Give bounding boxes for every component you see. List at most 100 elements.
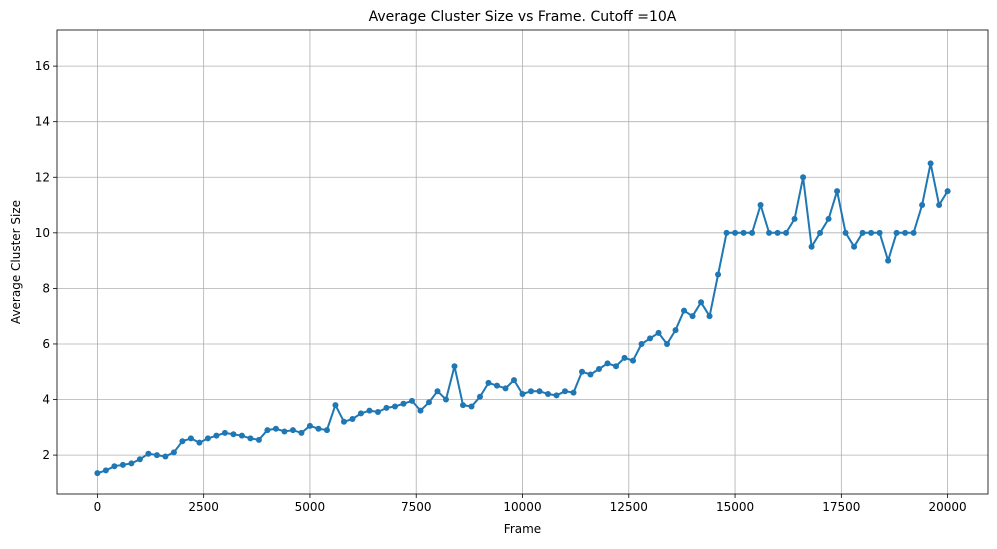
data-point (655, 329, 662, 336)
data-point (545, 390, 552, 397)
data-point (247, 435, 254, 442)
chart-title: Average Cluster Size vs Frame. Cutoff =1… (369, 9, 677, 25)
data-point (579, 368, 586, 375)
x-tick-label: 20000 (929, 500, 967, 514)
data-point (332, 402, 339, 409)
data-point (766, 229, 773, 236)
data-point (834, 188, 841, 195)
y-tick-label: 10 (35, 226, 50, 240)
data-point (587, 371, 594, 378)
data-point (604, 360, 611, 367)
data-point (570, 389, 577, 396)
data-point (919, 202, 926, 209)
data-point (230, 431, 237, 438)
data-point (783, 229, 790, 236)
data-point (664, 340, 671, 347)
data-point (357, 410, 364, 417)
y-tick-label: 12 (35, 170, 50, 184)
data-point (528, 388, 535, 395)
data-point (800, 174, 807, 181)
data-point (221, 429, 228, 436)
data-point (647, 335, 654, 342)
data-point (213, 432, 220, 439)
y-tick-label: 16 (35, 59, 50, 73)
data-point (553, 392, 560, 399)
data-point (425, 399, 432, 406)
data-point (817, 229, 824, 236)
data-point (936, 202, 943, 209)
data-point (451, 363, 458, 370)
data-point (289, 427, 296, 434)
data-point (808, 243, 815, 250)
data-point (264, 427, 271, 434)
data-point (281, 428, 288, 435)
data-point (196, 439, 203, 446)
data-point (468, 403, 475, 410)
data-point (374, 409, 381, 416)
ticks: 0 2500 5000 7500 10000 12500 15000 17500 20000 2 4… (35, 59, 967, 514)
data-point (502, 385, 509, 392)
data-point (851, 243, 858, 250)
data-point (272, 425, 279, 432)
data-point (868, 229, 875, 236)
data-point (519, 390, 526, 397)
data-point (170, 449, 177, 456)
data-point (885, 257, 892, 264)
data-point (621, 354, 628, 361)
data-point (255, 436, 262, 443)
data-point (536, 388, 543, 395)
data-point (102, 467, 109, 474)
data-point (910, 229, 917, 236)
data-point (238, 432, 245, 439)
x-tick-label: 5000 (295, 500, 326, 514)
grid (57, 30, 988, 494)
data-point (306, 422, 313, 429)
y-axis-label: Average Cluster Size (9, 200, 23, 324)
data-point (859, 229, 866, 236)
data-point (349, 415, 356, 422)
data-point (128, 460, 135, 467)
series (94, 160, 951, 477)
data-point (153, 452, 160, 459)
data-point (119, 461, 126, 468)
y-tick-label: 2 (42, 448, 50, 462)
data-point (417, 407, 424, 414)
y-tick-label: 8 (42, 281, 50, 295)
x-tick-label: 0 (94, 500, 102, 514)
data-point (893, 229, 900, 236)
data-point (715, 271, 722, 278)
data-point (842, 229, 849, 236)
data-point (94, 470, 101, 477)
data-point (681, 307, 688, 314)
data-point (510, 377, 517, 384)
data-point (672, 327, 679, 334)
data-point (876, 229, 883, 236)
data-point (323, 427, 330, 434)
data-point (757, 202, 764, 209)
data-point (493, 382, 500, 389)
data-point (400, 400, 407, 407)
data-point (485, 379, 492, 386)
data-point (630, 357, 637, 364)
data-point (340, 418, 347, 425)
data-point (434, 388, 441, 395)
data-point (459, 402, 466, 409)
x-tick-label: 10000 (503, 500, 541, 514)
data-point (706, 313, 713, 320)
data-point (698, 299, 705, 306)
data-point (476, 393, 483, 400)
x-tick-label: 2500 (188, 500, 219, 514)
data-point (391, 403, 398, 410)
data-point (111, 463, 118, 470)
data-point (825, 215, 832, 222)
x-tick-label: 7500 (401, 500, 432, 514)
data-point (613, 363, 620, 370)
data-point (689, 313, 696, 320)
data-point (774, 229, 781, 236)
data-point (204, 435, 211, 442)
data-point (927, 160, 934, 167)
x-tick-label: 17500 (822, 500, 860, 514)
data-point (723, 229, 730, 236)
